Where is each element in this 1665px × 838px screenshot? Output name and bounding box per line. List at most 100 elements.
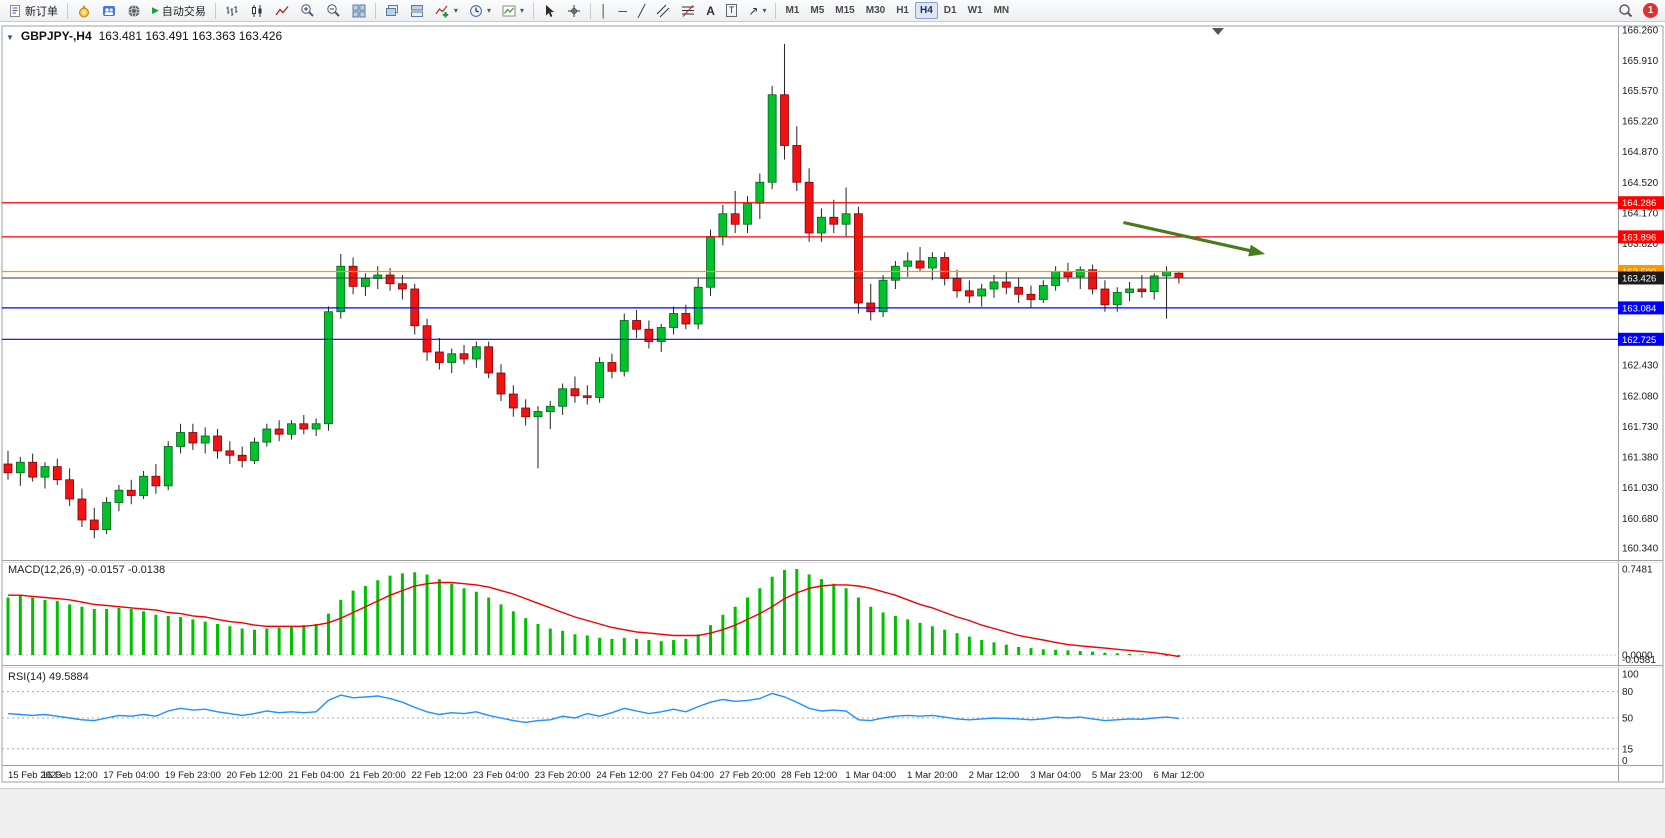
search-icon xyxy=(1619,4,1633,18)
chart-markers xyxy=(1212,28,1224,35)
tf-m15-button[interactable]: M15 xyxy=(835,5,855,16)
svg-text:0.0000: 0.0000 xyxy=(1622,651,1653,662)
svg-text:162.725: 162.725 xyxy=(1622,335,1656,346)
channel-button[interactable] xyxy=(651,1,675,20)
svg-text:0.7481: 0.7481 xyxy=(1622,564,1653,575)
autotrade-button[interactable]: ▶ 自动交易 xyxy=(147,1,211,20)
svg-text:163.820: 163.820 xyxy=(1622,239,1659,250)
template-icon xyxy=(502,5,516,16)
text-icon: A xyxy=(706,3,715,18)
tf-m1-button[interactable]: M1 xyxy=(785,5,800,16)
cursor-button[interactable] xyxy=(538,1,561,20)
svg-text:24 Feb 12:00: 24 Feb 12:00 xyxy=(596,770,652,781)
svg-text:161.030: 161.030 xyxy=(1622,483,1659,494)
svg-text:163.426: 163.426 xyxy=(1622,273,1656,284)
svg-text:162.430: 162.430 xyxy=(1622,361,1659,372)
trend-arrow-annotation[interactable] xyxy=(1123,220,1266,257)
svg-text:20 Feb 12:00: 20 Feb 12:00 xyxy=(227,770,283,781)
toolbar-separator xyxy=(532,2,534,19)
price-chart[interactable]: 166.260 165.910 165.570 165.220 164.870 164.5… xyxy=(0,22,1665,788)
svg-text:165.220: 165.220 xyxy=(1622,117,1659,128)
candlestick-chart-button[interactable] xyxy=(245,1,269,20)
svg-text:19 Feb 23:00: 19 Feb 23:00 xyxy=(165,770,221,781)
zoom-out-button[interactable] xyxy=(321,1,346,20)
svg-text:27 Feb 04:00: 27 Feb 04:00 xyxy=(658,770,714,781)
svg-text:1 Mar 04:00: 1 Mar 04:00 xyxy=(845,770,896,781)
vertical-line-icon: │ xyxy=(599,3,608,18)
tile-windows-button[interactable] xyxy=(347,1,371,20)
svg-text:161.380: 161.380 xyxy=(1622,453,1659,464)
new-order-label: 新订单 xyxy=(25,5,58,18)
bar-chart-button[interactable] xyxy=(220,1,244,20)
svg-text:6 Mar 12:00: 6 Mar 12:00 xyxy=(1154,770,1205,781)
periods-button[interactable]: ▾ xyxy=(464,1,496,20)
notification-badge[interactable]: 1 xyxy=(1643,3,1658,18)
zoom-out-icon xyxy=(327,4,340,17)
toolbar-separator xyxy=(67,2,68,19)
bar-chart-icon xyxy=(226,5,238,16)
dropdown-icon: ▾ xyxy=(486,6,491,15)
svg-text:80: 80 xyxy=(1622,687,1634,698)
zoom-in-button[interactable] xyxy=(295,1,320,20)
text-label-button[interactable]: T xyxy=(721,1,743,20)
svg-text:163.896: 163.896 xyxy=(1622,232,1656,243)
horizontal-lines[interactable] xyxy=(2,202,1618,340)
arrows-button[interactable]: ↗ ▾ xyxy=(743,1,771,20)
cascade-windows-button[interactable] xyxy=(380,1,404,20)
templates-button[interactable]: ▾ xyxy=(497,1,529,20)
trendline-icon: ╱ xyxy=(637,3,646,18)
vertical-line-button[interactable]: │ xyxy=(595,1,613,20)
svg-text:0: 0 xyxy=(1622,756,1628,767)
rewards-button[interactable] xyxy=(72,1,96,20)
fibonacci-button[interactable] xyxy=(676,1,700,20)
trendline-button[interactable]: ╱ xyxy=(633,1,650,20)
tf-w1-button[interactable]: W1 xyxy=(967,5,983,16)
chart-area[interactable]: 166.260 165.910 165.570 165.220 164.870 164.5… xyxy=(0,22,1665,788)
indicators-button[interactable]: ▾ xyxy=(430,1,463,20)
tf-d1-button[interactable]: D1 xyxy=(943,5,957,16)
tf-h4-button[interactable]: H4 xyxy=(914,2,938,19)
svg-text:23 Feb 20:00: 23 Feb 20:00 xyxy=(535,770,591,781)
globe-icon xyxy=(127,4,141,17)
crosshair-icon xyxy=(567,4,580,17)
toolbar-separator xyxy=(374,2,376,19)
search-button[interactable] xyxy=(1613,1,1638,20)
svg-text:23 Feb 04:00: 23 Feb 04:00 xyxy=(473,770,529,781)
medal-icon xyxy=(79,4,89,17)
terminal-strip xyxy=(0,788,1665,838)
tf-mn-button[interactable]: MN xyxy=(993,5,1010,16)
tf-h1-button[interactable]: H1 xyxy=(896,5,909,16)
tf-m30-button[interactable]: M30 xyxy=(865,5,886,16)
indicators-icon xyxy=(435,5,449,17)
crosshair-button[interactable] xyxy=(562,1,586,20)
svg-text:15 Feb 2023: 15 Feb 2023 xyxy=(8,770,61,781)
line-chart-button[interactable] xyxy=(270,1,294,20)
market-button[interactable] xyxy=(122,1,146,20)
tf-m5-button[interactable]: M5 xyxy=(810,5,825,16)
svg-text:3 Mar 04:00: 3 Mar 04:00 xyxy=(1030,770,1081,781)
text-button[interactable]: A xyxy=(701,1,720,20)
arrange-windows-button[interactable] xyxy=(405,1,429,20)
svg-text:22 Feb 12:00: 22 Feb 12:00 xyxy=(411,770,467,781)
horizontal-line-icon: ─ xyxy=(618,3,627,18)
text-label-icon: T xyxy=(725,4,738,17)
zoom-in-icon xyxy=(301,4,314,17)
svg-text:164.170: 164.170 xyxy=(1622,208,1659,219)
arrange-windows-icon xyxy=(410,4,423,17)
svg-text:5 Mar 23:00: 5 Mar 23:00 xyxy=(1092,770,1143,781)
toolbar-separator xyxy=(589,2,591,19)
svg-text:164.520: 164.520 xyxy=(1622,178,1659,189)
candles-layer[interactable] xyxy=(3,44,1184,539)
cascade-windows-icon xyxy=(385,4,398,16)
svg-text:27 Feb 20:00: 27 Feb 20:00 xyxy=(720,770,776,781)
price-axis[interactable]: 166.260 165.910 165.570 165.220 164.870 164.5… xyxy=(1618,26,1664,555)
new-order-button[interactable]: 新订单 xyxy=(3,1,63,20)
community-icon xyxy=(103,5,115,16)
dropdown-icon: ▾ xyxy=(762,6,767,15)
clock-icon xyxy=(470,4,482,17)
horizontal-line-button[interactable]: ─ xyxy=(613,1,632,20)
community-button[interactable] xyxy=(97,1,121,20)
svg-text:160.680: 160.680 xyxy=(1622,514,1659,525)
line-chart-icon xyxy=(275,5,289,15)
